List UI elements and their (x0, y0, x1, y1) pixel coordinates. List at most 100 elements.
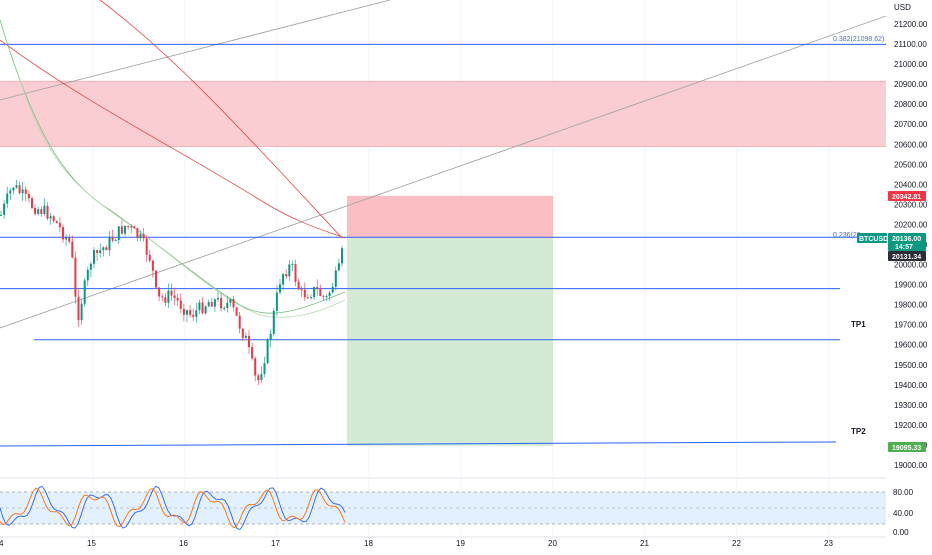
candle (179, 293, 182, 314)
candle (58, 217, 61, 233)
moving-averages (0, 0, 346, 318)
candles (0, 179, 343, 386)
horizontal-levels[interactable] (0, 43, 886, 447)
price-axis[interactable]: USD 21200.00 21100.00 21000.00 20900.00 2080… (894, 3, 928, 470)
candle (31, 196, 33, 210)
time-tick-17: 17 (271, 539, 280, 548)
candle (6, 186, 9, 209)
tp2-level-line[interactable] (0, 441, 837, 447)
candle (310, 294, 312, 300)
price-tick: 19600.00 (894, 341, 928, 350)
candle (74, 251, 77, 304)
candle (263, 356, 266, 378)
price-tick: 20600.00 (894, 140, 928, 149)
fib-label-0382: 0.382(21098.62) (833, 36, 884, 43)
trend-line-lower[interactable] (0, 15, 887, 329)
stochastic-pane[interactable]: 80.00 40.00 0.00 (0, 477, 914, 537)
candle (43, 198, 46, 216)
candle (34, 204, 37, 216)
price-tick: 20500.00 (894, 160, 928, 169)
candle (37, 206, 40, 216)
price-tick: 19800.00 (894, 301, 928, 310)
time-tick-23: 23 (824, 539, 833, 548)
target-price-text: 19095.33 (892, 445, 921, 452)
ma-green-2 (19, 79, 346, 318)
candle (257, 373, 260, 386)
candle (266, 337, 269, 365)
candle (331, 282, 334, 294)
candle (136, 227, 139, 242)
price-tick: 19200.00 (894, 421, 928, 430)
position-target-zone[interactable] (347, 238, 553, 446)
time-tick-20: 20 (548, 539, 557, 548)
candle (248, 330, 250, 354)
stoch-lines (0, 485, 346, 530)
position-stop-zone[interactable] (347, 195, 553, 239)
candle (186, 309, 188, 323)
price-tick: 19400.00 (894, 381, 928, 390)
candle (325, 294, 328, 302)
entry-price-text: 20131.34 (892, 254, 921, 261)
candle (155, 270, 157, 289)
candle (83, 277, 86, 307)
candle (105, 245, 108, 251)
candle (145, 235, 148, 263)
trend-line-upper[interactable] (0, 0, 391, 101)
stoch-tick-0: 0.00 (893, 528, 909, 537)
candle (282, 273, 285, 291)
candle (65, 234, 68, 247)
candle (18, 181, 21, 195)
stop-price-text: 20342.81 (892, 194, 921, 201)
candle (86, 266, 89, 286)
tp2-label: TP2 (851, 427, 866, 436)
tp1-label: TP1 (851, 320, 866, 329)
candle (102, 246, 105, 257)
candle (201, 297, 204, 315)
resistance-zone[interactable] (0, 81, 886, 147)
trend-lines[interactable] (0, 0, 887, 329)
time-tick-22: 22 (732, 539, 741, 548)
candle (68, 234, 71, 244)
candle (15, 179, 18, 189)
candle (80, 298, 83, 325)
fib-label-0236: 0.236(20… (833, 232, 868, 239)
candle (71, 235, 74, 259)
candle (27, 190, 30, 203)
stoch-d-line (0, 487, 346, 529)
candle (223, 306, 226, 311)
candle (46, 202, 49, 221)
price-tick: 21100.00 (894, 40, 927, 49)
candle (114, 238, 117, 241)
price-tick: 19000.00 (894, 461, 928, 470)
currency-label: USD (894, 3, 911, 12)
candle (213, 297, 216, 312)
price-tick: 20000.00 (894, 261, 928, 270)
candle (62, 224, 64, 243)
candle (9, 188, 12, 200)
candle (294, 259, 297, 287)
candle (108, 231, 111, 256)
candle (164, 293, 167, 307)
price-tick: 21000.00 (894, 60, 928, 69)
time-tick-16: 16 (179, 539, 188, 548)
time-tick-15: 15 (87, 539, 96, 548)
candle (0, 210, 2, 216)
candle (238, 312, 241, 334)
candle (328, 290, 331, 301)
candle (117, 226, 120, 245)
candle (139, 230, 142, 242)
time-tick-21: 21 (640, 539, 649, 548)
candle (89, 261, 92, 278)
last-price-text: 20136.00 (892, 236, 921, 243)
candle (269, 329, 272, 348)
time-axis[interactable]: 4 15 16 17 18 19 20 21 22 23 (0, 536, 886, 548)
candle (207, 299, 210, 307)
candle (235, 307, 238, 317)
candle (12, 187, 15, 195)
candle (306, 293, 309, 299)
candle (322, 294, 325, 301)
candle (127, 225, 130, 230)
candle (316, 279, 319, 296)
